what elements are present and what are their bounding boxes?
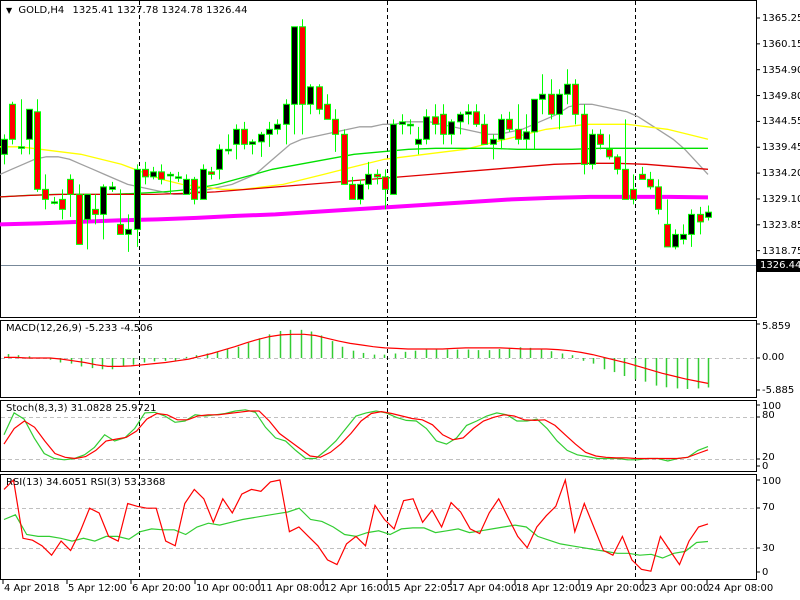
time-tick-label: 18 Apr 12:00 xyxy=(516,583,582,594)
rsi-plot xyxy=(3,477,709,572)
current-price-tag: 1326.44 xyxy=(757,259,800,272)
rsi-panel xyxy=(0,474,757,580)
symbol-timeframe: GOLD,H4 xyxy=(18,5,65,16)
axis-ticks xyxy=(2,17,760,584)
price-tick-label: 1334.20 xyxy=(762,168,800,180)
time-tick-label: 11 Apr 08:00 xyxy=(260,583,326,594)
rsi-axis-100: 100 xyxy=(762,476,782,487)
macd-axis-min: -5.885 xyxy=(762,385,795,396)
price-tick-label: 1349.80 xyxy=(762,90,800,102)
price-tick-label: 1365.25 xyxy=(762,13,800,24)
price-tick-label: 1339.45 xyxy=(762,142,800,154)
time-tick-label: 6 Apr 20:00 xyxy=(132,583,191,594)
stoch-axis-100: 100 xyxy=(762,401,782,412)
macd-plot xyxy=(4,329,710,389)
period-separators xyxy=(139,1,636,579)
time-tick-label: 4 Apr 2018 xyxy=(4,583,60,594)
time-tick-label: 24 Apr 08:00 xyxy=(708,583,774,594)
time-tick-label: 12 Apr 16:00 xyxy=(324,583,390,594)
macd-label: MACD(12,26,9) -5.233 -4.506 xyxy=(6,323,153,334)
symbol-header[interactable]: ▼ GOLD,H4 1325.41 1327.78 1324.78 1326.4… xyxy=(6,5,247,16)
ohlc-values: 1325.41 1327.78 1324.78 1326.44 xyxy=(72,5,248,16)
stochastic-label: Stoch(8,3,3) 31.0828 25.9721 xyxy=(6,403,157,414)
macd-axis-zero: 0.00 xyxy=(762,352,785,363)
price-tick-label: 1323.85 xyxy=(762,219,800,231)
price-tick-label: 1329.10 xyxy=(762,193,800,205)
rsi-axis-30: 30 xyxy=(762,543,775,554)
main-price-panel xyxy=(0,0,757,318)
time-tick-label: 10 Apr 00:00 xyxy=(196,583,262,594)
stoch-axis-20: 20 xyxy=(762,452,775,463)
macd-axis-max: 5.859 xyxy=(762,321,791,332)
candlesticks[interactable] xyxy=(1,19,712,252)
rsi-label: RSI(13) 34.6051 RSI(3) 53.3368 xyxy=(6,477,166,488)
rsi-axis-0: 0 xyxy=(762,567,769,578)
time-tick-label: 23 Apr 00:00 xyxy=(644,583,710,594)
rsi-axis-70: 70 xyxy=(762,502,775,513)
price-tick-label: 1354.90 xyxy=(762,64,800,76)
stoch-axis-80: 80 xyxy=(762,410,775,421)
time-tick-label: 19 Apr 20:00 xyxy=(580,583,646,594)
time-tick-label: 15 Apr 22:05 xyxy=(388,583,454,594)
price-tick-label: 1344.55 xyxy=(762,116,800,128)
macd-panel xyxy=(0,320,757,398)
stoch-axis-0: 0 xyxy=(762,461,769,472)
triangle-down-icon[interactable]: ▼ xyxy=(6,6,13,15)
price-tick-label: 1360.15 xyxy=(762,38,800,50)
time-tick-label: 17 Apr 04:00 xyxy=(452,583,518,594)
price-tick-label: 1318.75 xyxy=(762,245,800,257)
stochastic-plot xyxy=(3,409,709,462)
time-tick-label: 5 Apr 12:00 xyxy=(68,583,127,594)
